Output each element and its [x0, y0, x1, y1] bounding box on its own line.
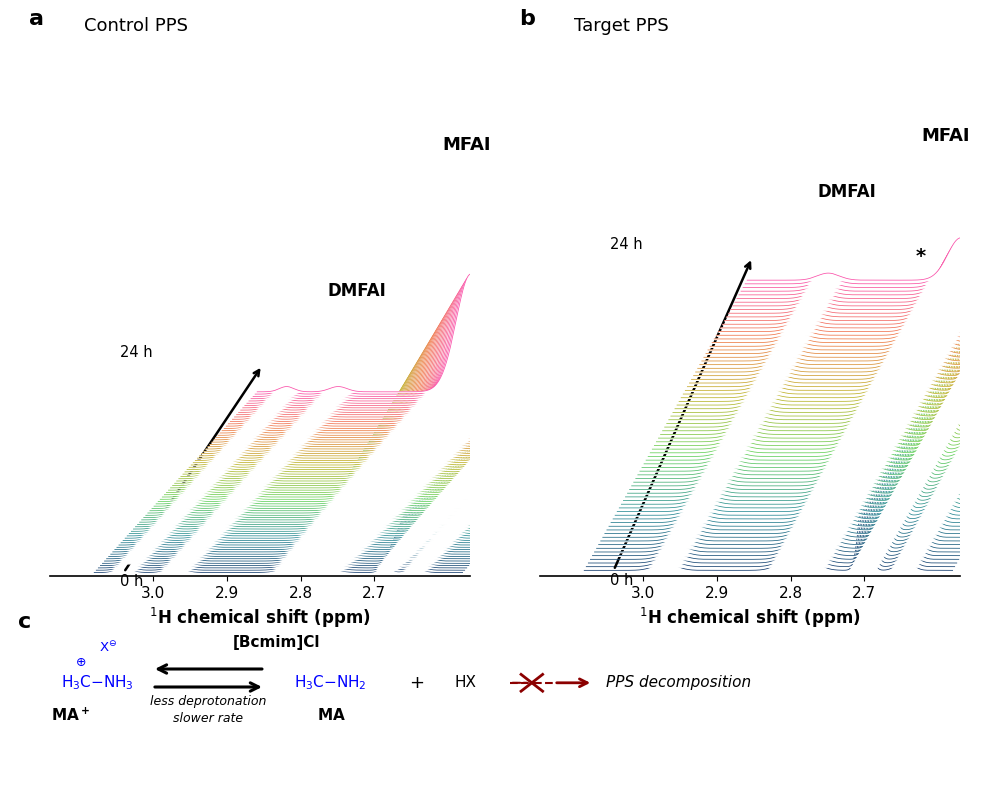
Text: $\bf{MA^+}$: $\bf{MA^+}$: [51, 706, 90, 724]
Text: *: *: [916, 247, 926, 266]
Text: H$_3$C$-$NH$_3$: H$_3$C$-$NH$_3$: [61, 674, 134, 692]
Text: $\bf{MA}$: $\bf{MA}$: [317, 707, 346, 723]
Text: 24 h: 24 h: [120, 345, 153, 360]
Text: MFAI: MFAI: [443, 136, 491, 154]
Text: H$_3$C$-$NH$_2$: H$_3$C$-$NH$_2$: [294, 674, 367, 692]
Text: less deprotonation: less deprotonation: [150, 695, 266, 709]
Text: DMFAI: DMFAI: [327, 282, 386, 300]
Text: Target PPS: Target PPS: [574, 17, 668, 34]
X-axis label: $^{1}$H chemical shift (ppm): $^{1}$H chemical shift (ppm): [639, 606, 861, 630]
Text: MFAI: MFAI: [921, 126, 970, 145]
Text: *: *: [426, 364, 436, 383]
Text: [Bcmim]Cl: [Bcmim]Cl: [233, 634, 320, 650]
Text: HX: HX: [455, 675, 477, 690]
Text: slower rate: slower rate: [173, 712, 243, 726]
Text: PPS decomposition: PPS decomposition: [606, 675, 751, 690]
Text: X$^{\ominus}$: X$^{\ominus}$: [99, 639, 117, 654]
Text: 0 h: 0 h: [120, 574, 143, 590]
Text: $+$: $+$: [409, 674, 424, 692]
Text: a: a: [29, 10, 44, 30]
Text: 0 h: 0 h: [610, 573, 633, 588]
Text: Control PPS: Control PPS: [84, 17, 188, 34]
X-axis label: $^{1}$H chemical shift (ppm): $^{1}$H chemical shift (ppm): [149, 606, 371, 630]
Text: $\oplus$: $\oplus$: [75, 657, 86, 670]
Text: DMFAI: DMFAI: [817, 183, 876, 201]
Text: c: c: [18, 612, 31, 632]
Text: 24 h: 24 h: [610, 237, 643, 252]
Text: b: b: [519, 10, 535, 30]
